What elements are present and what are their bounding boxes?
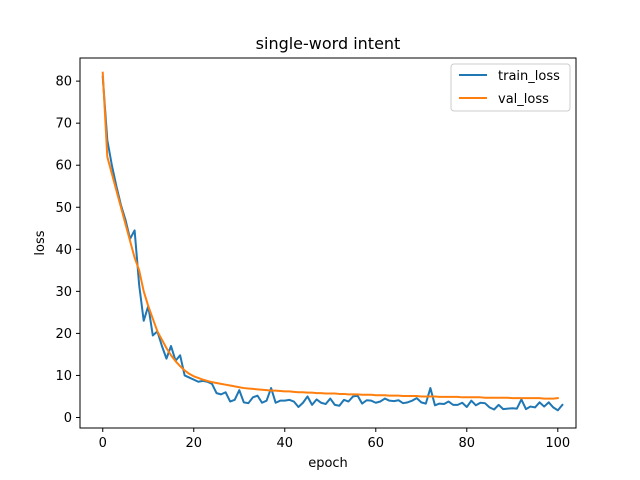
series-layer xyxy=(101,71,564,412)
chart-title: single-word intent xyxy=(256,34,401,53)
legend-label-train-loss: train_loss xyxy=(498,69,560,84)
x-tick-label: 80 xyxy=(459,436,476,451)
x-tick-label: 40 xyxy=(276,436,293,451)
y-tick-label: 30 xyxy=(55,285,72,300)
y-tick-label: 10 xyxy=(55,369,72,384)
series-line-val-loss xyxy=(101,71,559,400)
y-tick-label: 50 xyxy=(55,201,72,216)
plot-frame xyxy=(79,57,577,429)
x-axis-label: epoch xyxy=(308,456,348,471)
legend-label-val-loss: val_loss xyxy=(498,92,549,107)
y-tick-label: 0 xyxy=(64,411,72,426)
y-axis: 0 10 20 30 40 50 60 70 80 xyxy=(55,75,80,426)
y-tick-label: 60 xyxy=(55,159,72,174)
x-tick-label: 100 xyxy=(545,436,570,451)
series-line-train-loss xyxy=(101,75,564,412)
y-tick-label: 20 xyxy=(55,327,72,342)
legend: train_loss val_loss xyxy=(450,63,571,112)
x-tick-label: 20 xyxy=(185,436,202,451)
y-axis-label: loss xyxy=(33,230,48,255)
y-tick-label: 80 xyxy=(55,75,72,90)
x-tick-label: 0 xyxy=(99,436,107,451)
plot-area xyxy=(79,57,577,429)
y-tick-label: 40 xyxy=(55,243,72,258)
y-tick-label: 70 xyxy=(55,117,72,132)
plot-background xyxy=(80,58,576,428)
x-axis: 0 20 40 60 80 100 xyxy=(99,428,570,451)
x-tick-label: 60 xyxy=(368,436,385,451)
